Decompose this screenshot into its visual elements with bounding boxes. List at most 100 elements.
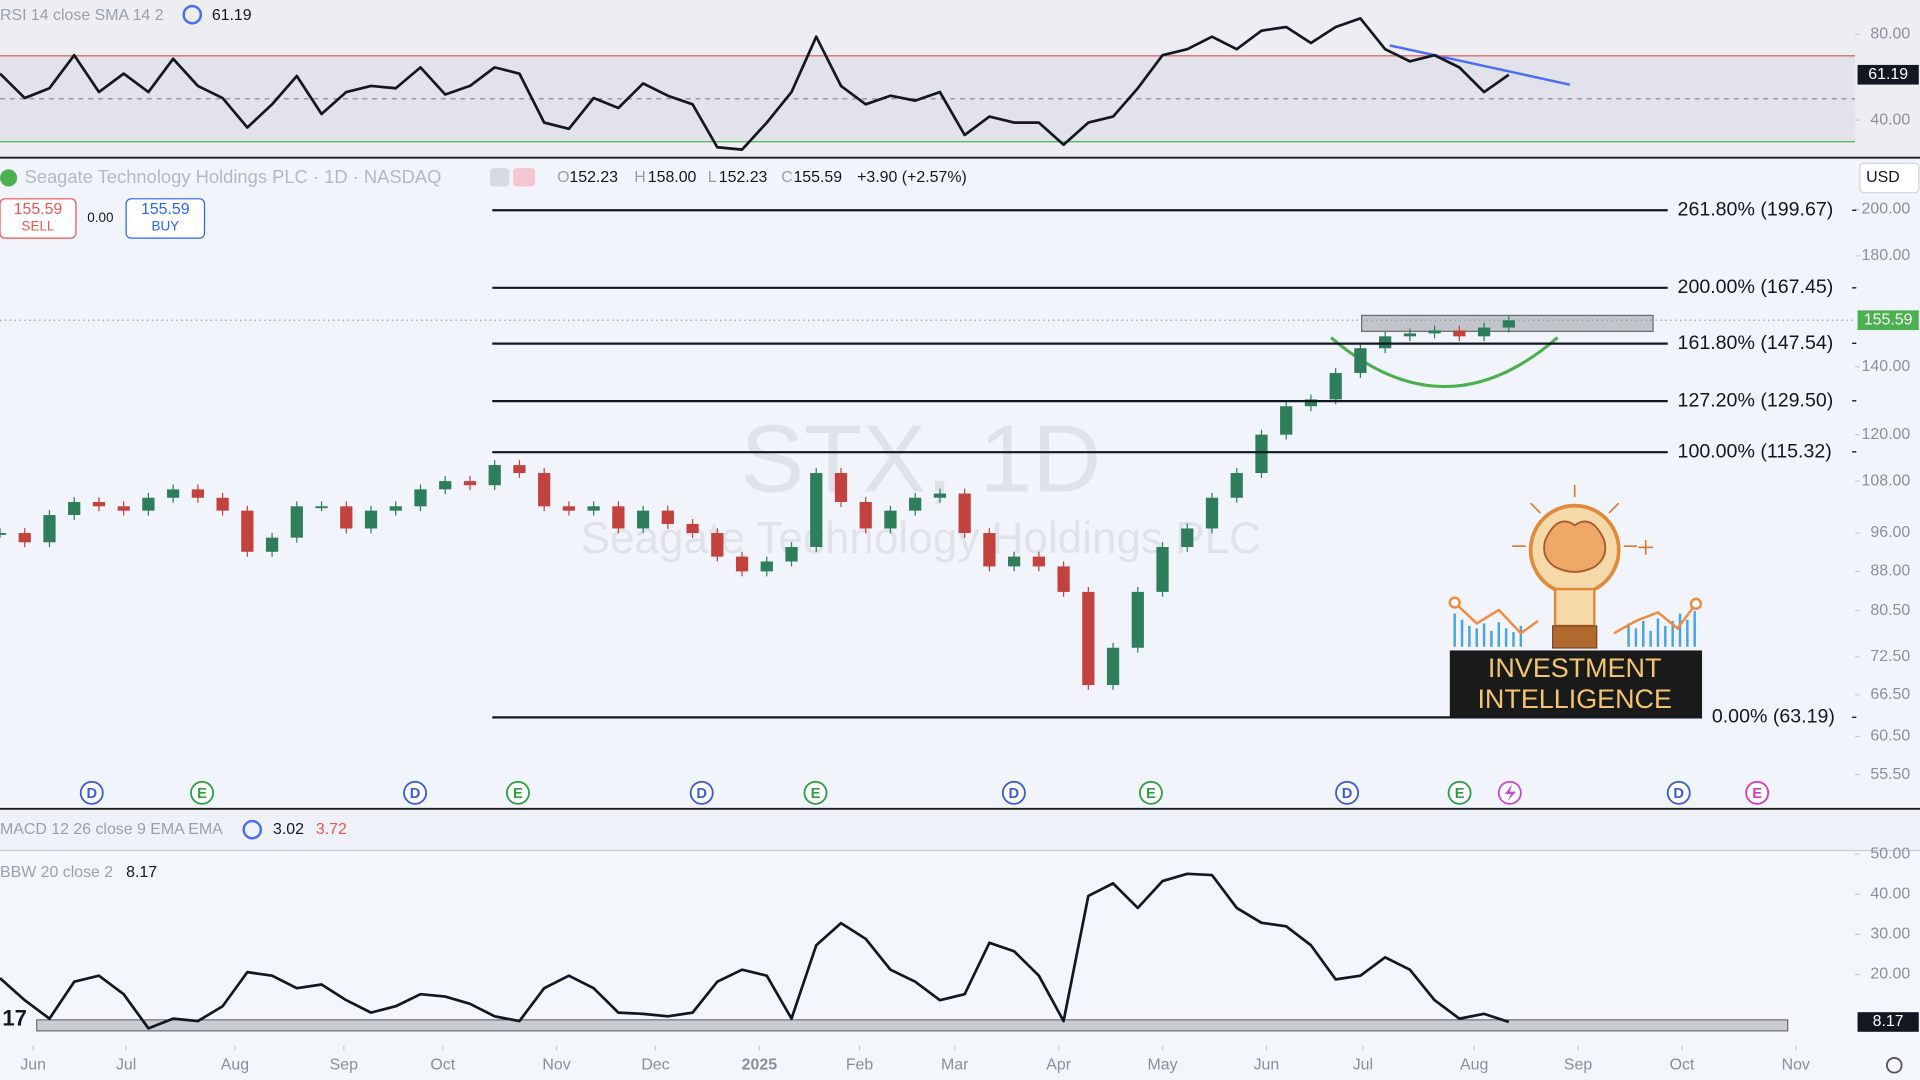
open-label: O [557, 169, 569, 186]
x-tick-label: Nov [542, 1056, 570, 1073]
x-tick-label: Jun [1254, 1056, 1280, 1073]
event-marker [79, 780, 104, 805]
candle [439, 481, 452, 490]
spread: 0.00 [87, 210, 113, 225]
macd-signal: 3.72 [316, 821, 347, 838]
x-tick-label: Feb [846, 1056, 874, 1073]
candle [859, 502, 872, 529]
candle [167, 489, 180, 498]
symbol-icon[interactable] [0, 169, 18, 187]
y-tick-label: 66.50 [1870, 686, 1910, 703]
candle [760, 561, 773, 572]
candle [68, 502, 81, 516]
buy-button[interactable] [125, 198, 206, 239]
candle [1205, 497, 1219, 529]
x-tick-label: Jul [1353, 1056, 1373, 1073]
candle [1106, 647, 1120, 686]
candle [538, 473, 551, 507]
event-label: D [1009, 786, 1020, 802]
x-tick-label: Aug [221, 1056, 249, 1073]
event-marker [1001, 780, 1026, 805]
last-value-tag [1857, 64, 1919, 85]
candle [834, 473, 848, 503]
candle [513, 465, 526, 474]
candle [958, 493, 971, 534]
candle [711, 533, 724, 557]
high-label: H [634, 169, 645, 186]
compare-icon[interactable] [513, 168, 536, 187]
close-value: 155.59 [793, 169, 842, 186]
candle [1379, 336, 1392, 349]
candle [1156, 547, 1169, 592]
candle [1008, 556, 1021, 567]
candle [389, 506, 402, 511]
candle [1329, 373, 1342, 400]
candle [1428, 330, 1441, 334]
candle [191, 489, 204, 498]
sell-button[interactable] [0, 198, 77, 239]
event-label: D [1673, 786, 1684, 802]
settings-icon[interactable] [242, 819, 263, 840]
candle [92, 502, 106, 507]
fib-dash: - [1851, 276, 1857, 296]
fib-label: 161.80% (147.54) [1678, 332, 1834, 354]
event-marker [803, 780, 828, 805]
event-marker [190, 780, 215, 805]
currency-button[interactable] [1859, 162, 1920, 194]
candle [414, 489, 427, 507]
sell-price: 155.59 [14, 201, 63, 218]
logo-line1: INVESTMENT [1488, 653, 1662, 683]
bbw-value: 8.17 [126, 864, 157, 881]
candle [1057, 566, 1070, 592]
event-marker [689, 780, 714, 805]
candle [0, 533, 7, 535]
candle [1131, 591, 1144, 648]
visibility-icon[interactable] [489, 168, 510, 187]
candle [1181, 528, 1194, 548]
x-tick-label: May [1148, 1056, 1178, 1073]
y-tick-label: 60.50 [1870, 728, 1910, 745]
high-value: 158.00 [648, 169, 697, 186]
y-tick-label: 88.00 [1870, 563, 1910, 580]
bbw-floor-box [36, 1019, 1789, 1032]
candle [1502, 320, 1515, 328]
candle [1354, 348, 1367, 374]
y-tick-label: 30.00 [1870, 926, 1910, 943]
x-tick-label: Oct [430, 1056, 455, 1073]
logo-line2: INTELLIGENCE [1477, 684, 1671, 714]
fib-label: 0.00% (63.19) [1712, 706, 1835, 728]
y-tick-label: 80.50 [1870, 602, 1910, 619]
candle [1032, 556, 1045, 567]
candle [562, 506, 576, 511]
event-marker [1335, 780, 1359, 805]
candle [265, 537, 279, 552]
candle [364, 510, 378, 529]
rsi-title: RSI 14 close SMA 14 2 [0, 7, 164, 24]
buy-label: BUY [151, 219, 179, 234]
last-value-tag [1857, 1012, 1919, 1032]
candle [1403, 333, 1416, 337]
indicator-line [0, 872, 1510, 1030]
sell-label: SELL [22, 219, 55, 234]
x-tick-label: Mar [941, 1056, 969, 1073]
candle [1230, 473, 1243, 498]
rsi-band-fill [0, 55, 1856, 143]
candle [117, 506, 130, 511]
event-marker [1447, 780, 1472, 805]
settings-icon[interactable] [182, 4, 203, 25]
candle [884, 510, 897, 529]
change-value: +3.90 (+2.57%) [857, 169, 967, 186]
event-marker [1745, 780, 1770, 805]
candle [636, 510, 650, 529]
fib-label: 200.00% (167.45) [1678, 276, 1834, 298]
settings-icon[interactable] [1886, 1056, 1903, 1074]
plot-layer: 80.00 40.00 61.19 200.00 180.00 140.00 120.00 1… [0, 17, 1919, 1073]
candle [216, 497, 229, 511]
candle [340, 506, 353, 529]
rsi-value: 61.19 [212, 7, 252, 24]
watermark-symbol: STX, 1D [740, 406, 1101, 513]
event-marker [506, 780, 530, 805]
candle [488, 465, 501, 486]
